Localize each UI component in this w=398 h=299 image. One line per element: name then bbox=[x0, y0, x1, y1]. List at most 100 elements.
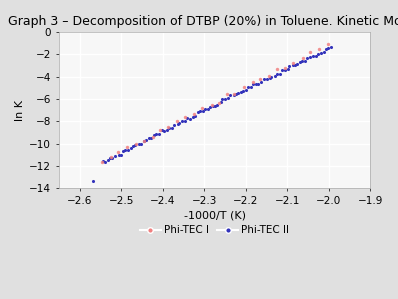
Point bbox=[199, 109, 206, 114]
Point bbox=[324, 42, 331, 46]
Point bbox=[168, 126, 175, 131]
Point bbox=[90, 178, 96, 183]
Point bbox=[265, 74, 272, 79]
Point bbox=[230, 93, 237, 98]
Point bbox=[286, 64, 293, 69]
Point bbox=[212, 103, 218, 108]
Point bbox=[250, 82, 256, 87]
Point bbox=[115, 150, 121, 155]
Point bbox=[202, 107, 208, 112]
Point bbox=[292, 63, 298, 68]
Point bbox=[125, 147, 131, 152]
Point bbox=[302, 59, 308, 64]
Point bbox=[253, 82, 259, 87]
Point bbox=[178, 118, 185, 123]
Point bbox=[231, 91, 238, 96]
Point bbox=[328, 45, 334, 50]
Point bbox=[299, 59, 305, 64]
Point bbox=[310, 54, 316, 58]
Point bbox=[256, 76, 263, 81]
Point bbox=[174, 118, 180, 123]
Point bbox=[199, 105, 205, 110]
Point bbox=[248, 84, 254, 89]
Point bbox=[156, 131, 162, 136]
Y-axis label: ln K: ln K bbox=[15, 100, 25, 121]
Point bbox=[141, 138, 147, 143]
Point bbox=[243, 88, 249, 93]
Point bbox=[115, 152, 122, 157]
Point bbox=[261, 77, 267, 81]
Point bbox=[240, 88, 246, 93]
Point bbox=[232, 92, 239, 97]
Point bbox=[150, 132, 157, 137]
Point bbox=[267, 76, 273, 81]
Point bbox=[165, 124, 172, 129]
Point bbox=[215, 100, 222, 105]
Point bbox=[210, 104, 216, 109]
Point bbox=[120, 149, 126, 153]
Point bbox=[297, 60, 304, 64]
Point bbox=[164, 128, 170, 133]
Point bbox=[271, 74, 278, 78]
Point bbox=[245, 85, 252, 90]
Point bbox=[182, 115, 189, 120]
Point bbox=[143, 138, 149, 142]
Point bbox=[249, 80, 256, 84]
Point bbox=[235, 90, 241, 95]
Point bbox=[130, 144, 137, 149]
Point bbox=[317, 51, 324, 56]
Point bbox=[102, 159, 108, 164]
Point bbox=[307, 50, 313, 55]
Point bbox=[158, 128, 165, 133]
Point bbox=[274, 67, 281, 71]
Point bbox=[204, 106, 211, 111]
Point bbox=[128, 146, 134, 150]
Point bbox=[214, 102, 220, 107]
Point bbox=[324, 45, 331, 50]
Point bbox=[109, 155, 115, 160]
Point bbox=[227, 93, 234, 98]
Point bbox=[225, 96, 232, 101]
Point bbox=[112, 154, 119, 158]
Point bbox=[290, 61, 296, 66]
Point bbox=[316, 46, 322, 51]
Point bbox=[181, 119, 188, 124]
Point bbox=[313, 54, 319, 58]
Point bbox=[122, 148, 129, 152]
Point bbox=[237, 89, 244, 94]
Point bbox=[219, 97, 226, 101]
Point bbox=[294, 61, 300, 66]
Point bbox=[148, 136, 154, 141]
X-axis label: -1000/T (K): -1000/T (K) bbox=[183, 210, 246, 220]
Point bbox=[104, 158, 111, 162]
Point bbox=[282, 68, 288, 73]
Point bbox=[268, 75, 274, 80]
Point bbox=[157, 127, 163, 132]
Point bbox=[209, 103, 215, 108]
Legend: Phi-TEC I, Phi-TEC II: Phi-TEC I, Phi-TEC II bbox=[136, 221, 293, 239]
Point bbox=[135, 142, 142, 147]
Point bbox=[282, 65, 288, 70]
Point bbox=[146, 136, 152, 141]
Point bbox=[217, 99, 224, 104]
Point bbox=[99, 160, 105, 164]
Title: Graph 3 – Decomposition of DTBP (20%) in Toluene. Kinetic Model: Graph 3 – Decomposition of DTBP (20%) in… bbox=[8, 15, 398, 28]
Point bbox=[176, 121, 182, 126]
Point bbox=[140, 139, 147, 144]
Point bbox=[132, 143, 139, 148]
Point bbox=[207, 104, 213, 109]
Point bbox=[189, 114, 196, 119]
Point bbox=[137, 141, 144, 146]
Point bbox=[107, 154, 114, 159]
Point bbox=[224, 91, 230, 96]
Point bbox=[160, 128, 167, 133]
Point bbox=[166, 126, 172, 131]
Point bbox=[174, 122, 181, 127]
Point bbox=[100, 159, 106, 164]
Point bbox=[289, 63, 296, 68]
Point bbox=[191, 112, 197, 116]
Point bbox=[258, 79, 265, 84]
Point bbox=[279, 68, 285, 73]
Point bbox=[107, 156, 113, 161]
Point bbox=[197, 109, 203, 113]
